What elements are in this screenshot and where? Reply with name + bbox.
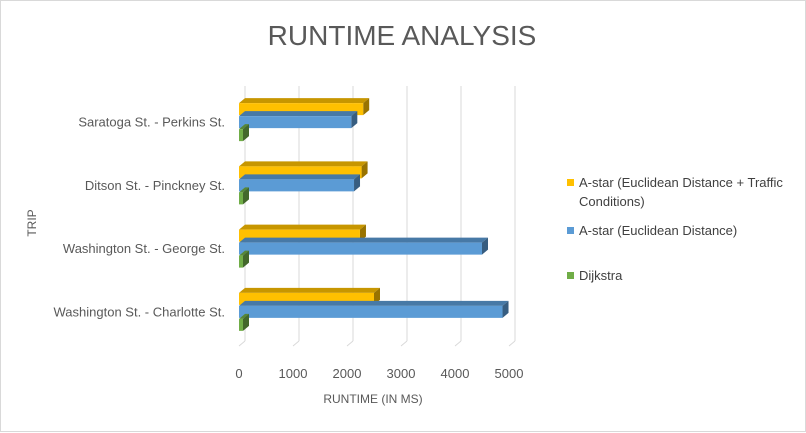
bar-top-face	[239, 287, 380, 293]
bar-end-face	[359, 224, 366, 242]
bar-end-face	[243, 187, 249, 205]
legend-swatch	[567, 272, 574, 279]
bar-end-face	[363, 98, 370, 116]
bar	[239, 116, 352, 129]
legend-swatch	[567, 179, 574, 186]
bar-end-face	[482, 237, 488, 255]
y-tick-label: Ditson St. - Pinckney St.	[85, 178, 225, 193]
bar-top-face	[239, 237, 488, 243]
bar-top-face	[239, 124, 249, 130]
chart-title: RUNTIME ANALYSIS	[268, 20, 537, 51]
bar	[239, 242, 482, 255]
x-axis-title: RUNTIME (IN MS)	[323, 392, 422, 406]
bar-end-face	[374, 287, 380, 305]
x-gridline-floor	[508, 340, 516, 347]
bar-top-face	[239, 313, 249, 319]
x-tick-label: 1000	[279, 366, 308, 381]
bar	[239, 129, 243, 142]
bar-end-face	[243, 313, 249, 331]
bar-top-face	[239, 224, 366, 230]
x-gridline-floor	[454, 340, 462, 347]
bar	[239, 179, 355, 192]
bar-top-face	[239, 300, 509, 306]
bar-end-face	[243, 250, 249, 268]
x-gridline-floor	[400, 340, 408, 347]
bar	[239, 255, 243, 268]
bar-top-face	[239, 174, 361, 180]
bar-top-face	[239, 111, 358, 117]
x-gridline-floor	[346, 340, 354, 347]
x-gridline-floor	[238, 340, 246, 347]
bar	[239, 192, 243, 205]
y-tick-label: Washington St. - George St.	[63, 241, 225, 256]
bar-end-face	[502, 300, 509, 318]
bar-top-face	[239, 187, 249, 193]
legend-swatch	[567, 227, 574, 234]
bar	[239, 305, 503, 318]
x-tick-label: 0	[235, 366, 242, 381]
bar-top-face	[239, 250, 249, 256]
x-tick-label: 5000	[495, 366, 524, 381]
x-tick-label: 3000	[387, 366, 416, 381]
legend-label: A-star (Euclidean Distance)	[579, 223, 737, 238]
bar-end-face	[354, 174, 361, 192]
x-tick-label: 2000	[333, 366, 362, 381]
bar-end-face	[243, 124, 249, 142]
bar-end-face	[351, 111, 358, 129]
x-tick-label: 4000	[441, 366, 470, 381]
bar-top-face	[239, 161, 368, 167]
y-axis-title: TRIP	[25, 209, 39, 236]
x-gridline-floor	[292, 340, 300, 347]
legend-label: Dijkstra	[579, 268, 623, 283]
legend-label: A-star (Euclidean Distance + Traffic	[579, 175, 783, 190]
bar-end-face	[361, 161, 368, 179]
y-tick-label: Washington St. - Charlotte St.	[54, 304, 225, 319]
bar-top-face	[239, 98, 370, 104]
bar	[239, 318, 243, 331]
y-tick-label: Saratoga St. - Perkins St.	[78, 115, 225, 130]
legend-label: Conditions)	[579, 194, 645, 209]
